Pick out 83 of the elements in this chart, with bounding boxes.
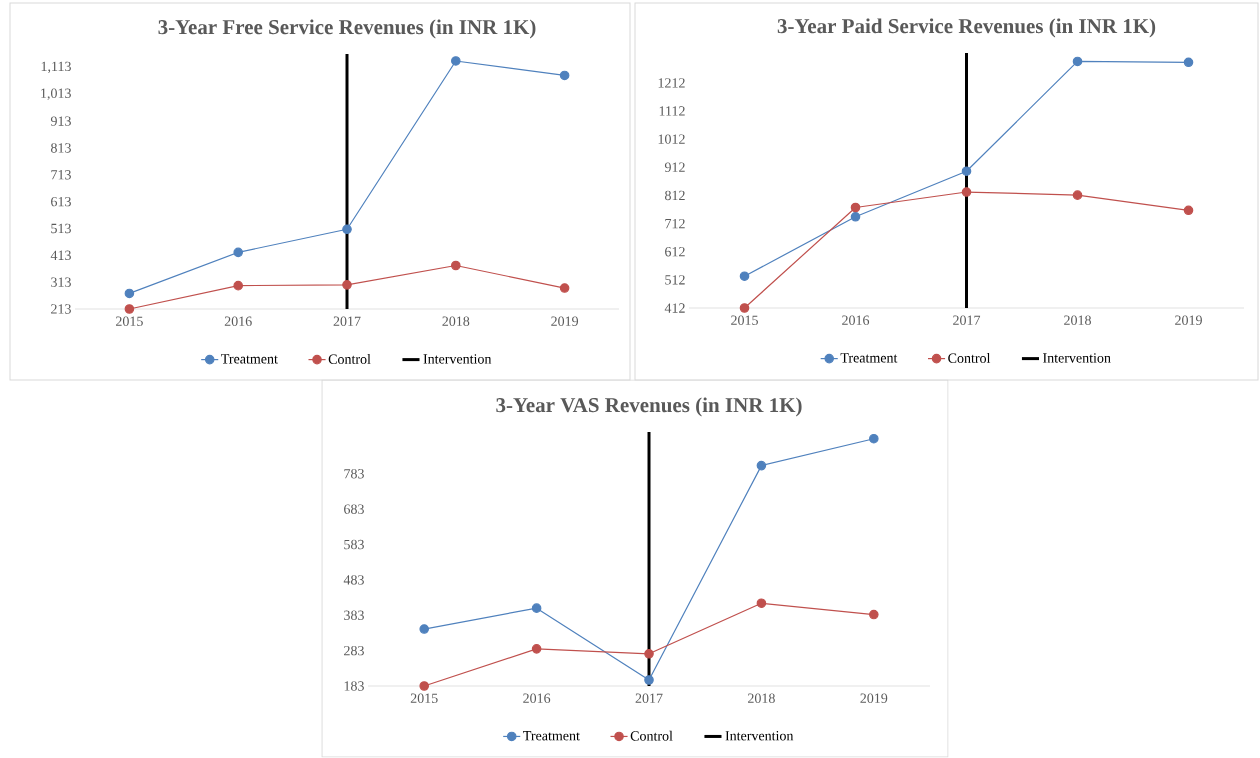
point bbox=[233, 247, 243, 258]
chart-title: 3-Year Free Service Revenues (in INR 1K) bbox=[158, 19, 536, 39]
y-tick-label: 1112 bbox=[659, 106, 685, 116]
point bbox=[233, 281, 243, 291]
legend-label: Intervention bbox=[1043, 353, 1111, 363]
y-tick-label: 713 bbox=[51, 170, 71, 180]
point bbox=[1183, 205, 1194, 216]
y-tick-label: 1,113 bbox=[41, 61, 71, 74]
y-tick-label: 1012 bbox=[658, 134, 685, 145]
y-tick-label: 283 bbox=[344, 646, 364, 656]
x-tick-label: 2017 bbox=[953, 315, 981, 326]
legend-label: Treatment bbox=[523, 731, 580, 741]
x-tick-label: 2016 bbox=[842, 315, 870, 326]
x-tick-label: 2018 bbox=[442, 316, 470, 327]
point bbox=[850, 212, 861, 222]
point bbox=[1072, 190, 1083, 201]
y-tick-label: 413 bbox=[50, 250, 71, 261]
point bbox=[124, 304, 135, 315]
point bbox=[644, 675, 654, 686]
y-tick-label: 913 bbox=[50, 116, 71, 127]
x-tick-label: 2016 bbox=[224, 316, 252, 327]
x-tick-label: 2019 bbox=[551, 316, 579, 327]
point bbox=[559, 70, 570, 81]
legend-label: Control bbox=[630, 731, 673, 741]
legend-label: Treatment bbox=[221, 354, 278, 364]
point bbox=[850, 202, 861, 213]
point bbox=[342, 224, 352, 235]
chart-title: 3-Year VAS Revenues (in INR 1K) bbox=[496, 397, 802, 417]
point bbox=[756, 461, 767, 471]
y-tick-label: 583 bbox=[344, 540, 364, 550]
y-tick-label: 712 bbox=[665, 219, 685, 229]
point bbox=[124, 288, 135, 299]
y-tick-label: 183 bbox=[344, 681, 364, 691]
y-tick-label: 783 bbox=[344, 469, 364, 479]
x-tick-label: 2017 bbox=[333, 316, 361, 327]
point bbox=[961, 187, 972, 198]
y-tick-label: 1,013 bbox=[41, 88, 71, 101]
x-tick-label: 2017 bbox=[635, 693, 663, 704]
point bbox=[1072, 56, 1083, 67]
x-tick-label: 2016 bbox=[523, 693, 551, 704]
point bbox=[419, 624, 430, 635]
y-tick-label: 683 bbox=[344, 504, 364, 515]
legend-label: Control bbox=[948, 353, 991, 364]
point bbox=[756, 598, 767, 609]
point bbox=[644, 649, 654, 659]
point bbox=[342, 280, 352, 290]
y-tick-label: 412 bbox=[664, 303, 685, 313]
point bbox=[739, 303, 750, 314]
x-tick-label: 2015 bbox=[410, 693, 438, 704]
x-tick-label: 2019 bbox=[860, 693, 888, 704]
legend-label: Treatment bbox=[840, 353, 898, 363]
point bbox=[531, 644, 542, 654]
x-tick-label: 2018 bbox=[748, 693, 775, 704]
y-tick-label: 912 bbox=[664, 162, 685, 173]
y-tick-label: 1212 bbox=[658, 78, 685, 88]
point bbox=[961, 166, 972, 177]
point bbox=[419, 681, 430, 692]
y-tick-label: 383 bbox=[344, 610, 364, 621]
y-tick-label: 512 bbox=[665, 275, 685, 285]
x-tick-label: 2015 bbox=[731, 315, 758, 326]
point bbox=[739, 271, 750, 282]
y-tick-label: 483 bbox=[343, 575, 364, 585]
point bbox=[531, 603, 542, 614]
chart-title: 3-Year Paid Service Revenues (in INR 1K) bbox=[777, 18, 1156, 38]
x-tick-label: 2019 bbox=[1175, 315, 1202, 326]
y-tick-label: 313 bbox=[51, 277, 71, 288]
y-tick-label: 613 bbox=[51, 197, 71, 207]
point bbox=[559, 283, 570, 294]
legend-label: Intervention bbox=[725, 731, 794, 741]
point bbox=[1183, 57, 1194, 68]
point bbox=[451, 260, 461, 271]
y-tick-label: 813 bbox=[51, 143, 71, 153]
y-tick-label: 812 bbox=[665, 190, 685, 201]
y-tick-label: 612 bbox=[665, 247, 685, 257]
point bbox=[451, 56, 461, 67]
x-tick-label: 2018 bbox=[1064, 315, 1091, 326]
y-tick-label: 213 bbox=[51, 304, 71, 314]
point bbox=[869, 609, 879, 620]
y-tick-label: 513 bbox=[51, 224, 71, 234]
legend-label: Intervention bbox=[423, 354, 492, 364]
point bbox=[869, 434, 879, 444]
x-tick-label: 2015 bbox=[116, 316, 143, 327]
legend-label: Control bbox=[328, 354, 371, 365]
